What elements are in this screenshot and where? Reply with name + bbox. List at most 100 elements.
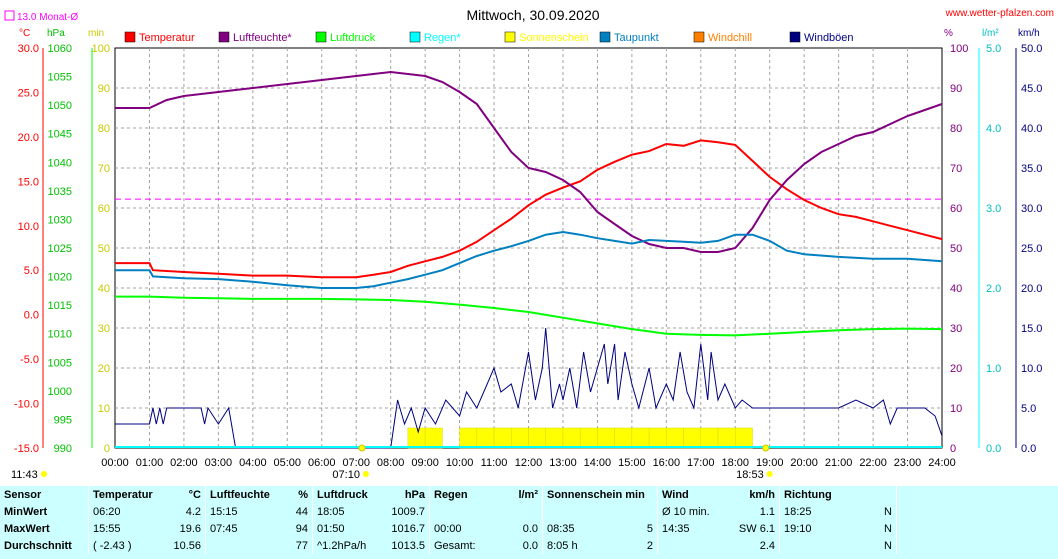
site-link[interactable]: www.wetter-pfalzen.com [945,8,1054,19]
statistics-table: Sensor Temperatur °C Luftfeuchte % Luftd… [0,486,1035,554]
sunshine-bar [528,427,546,449]
sunshine-bar [683,427,702,449]
sunshine-bar [700,427,719,449]
stats-dir-value: N [884,539,892,552]
sunshine-bar [424,427,443,449]
humidity-tick-label: 20 [950,363,962,375]
stats-temp-value: 4.2 [185,505,201,518]
rain-tick-label: 0.0 [986,443,1001,455]
stats-dir-time: 19:10 [779,520,848,537]
sunshine-bar [614,427,633,449]
stats-temp-value: 10.56 [173,539,201,552]
legend-swatch [504,31,516,43]
rain-tick-label: 1.0 [986,363,1001,375]
stats-hum-time [205,537,274,554]
rain-tick-label: 2.0 [986,283,1001,295]
temp-tick-label: -15.0 [14,443,39,455]
weather-chart: Mittwoch, 30.09.2020 www.wetter-pfalzen.… [4,7,1054,481]
legend: Temperatur Luftfeuchte* Luftdruck Regen* Son… [124,31,854,44]
sunshine-bar [648,427,667,449]
stats-label: MinWert [4,505,48,518]
legend-label: Sonnenschein [519,32,589,44]
sunshine-bar [717,427,736,449]
stats-sun-time [542,503,627,520]
stats-h-rain-unit: l/m² [518,488,538,501]
x-tick-label: 07:00 [342,457,370,469]
stats-temp-time: ( -2.43 ) [88,537,157,554]
sunset-icon [766,471,773,477]
unit-wind: km/h [1018,28,1040,39]
stats-press-time: ^1.2hPa/h [312,537,381,554]
stats-sun-value: 2 [646,539,653,552]
unit-sun-min: min [88,28,104,39]
sun-tick-label: 10 [98,403,110,415]
stats-dir-time: 18:25 [779,503,848,520]
pressure-tick-label: 995 [54,414,72,426]
stats-sun-value [626,503,657,520]
pressure-tick-label: 1000 [48,386,72,398]
wind-tick-label: 30.0 [1021,203,1042,215]
stats-hum-value: 77 [295,539,308,552]
x-tick-label: 19:00 [756,457,784,469]
pressure-tick-label: 1035 [48,186,72,198]
stats-temp-time: 06:20 [88,503,157,520]
legend-swatch [789,31,801,43]
stats-press-value: 1016.7 [391,522,425,535]
pressure-tick-label: 1055 [48,72,72,84]
sun-tick-label: 90 [98,83,110,95]
stats-hum-value: 94 [295,522,308,535]
temp-tick-label: 15.0 [18,176,39,188]
stats-temp-time: 15:55 [88,520,157,537]
stats-h-empty [896,486,1035,503]
stats-rain-time [429,503,494,520]
wind-tick-label: 20.0 [1021,283,1042,295]
sun-tick-label: 0 [104,443,110,455]
sunshine-bar [493,427,512,449]
stats-wind-time: Ø 10 min. [657,503,726,520]
stats-header-row: Sensor Temperatur °C Luftfeuchte % Luftd… [0,486,1035,503]
x-tick-label: 09:00 [411,457,439,469]
stats-wind-time: 14:35 [657,520,726,537]
stats-sun-time: 8:05 h [542,537,627,554]
rain-tick-label: 3.0 [986,203,1001,215]
sunset-marker [762,444,770,452]
pressure-tick-label: 1020 [48,272,72,284]
x-tick-label: 20:00 [790,457,818,469]
temp-tick-label: 25.0 [18,87,39,99]
legend-label: Luftdruck [330,32,376,44]
pressure-tick-label: 1005 [48,357,72,369]
stats-row-avg: Durchschnitt ( -2.43 ) 10.56 77 ^1.2hPa/… [0,537,1035,554]
sunshine-bar [735,427,753,449]
rain-tick-label: 5.0 [986,43,1001,55]
legend-label: Luftfeuchte* [233,32,292,44]
stats-dir-time [779,537,848,554]
stats-h-sensor: Sensor [4,488,42,501]
pressure-tick-label: 1045 [48,129,72,141]
stats-h-press: Luftdruck [312,486,381,503]
sun-tick-label: 30 [98,323,110,335]
sun-tick-label: 70 [98,163,110,175]
pressure-tick-label: 990 [54,443,72,455]
humidity-tick-label: 100 [950,43,968,55]
stats-empty [896,537,1035,554]
stats-wind-value: 1.1 [759,505,775,518]
sunshine-bar [511,427,529,449]
sunshine-bar [631,427,650,449]
stats-row-min: MinWert 06:20 4.2 15:15 44 18:05 1009.7 … [0,503,1035,520]
daylight-label: 11:43 [11,469,38,481]
wind-tick-label: 50.0 [1021,43,1042,55]
humidity-tick-label: 30 [950,323,962,335]
stats-sun-value: 5 [646,522,653,535]
sunshine-bar [459,427,478,449]
sun-tick-label: 100 [92,43,110,55]
x-tick-label: 16:00 [653,457,681,469]
legend-swatch [599,31,611,43]
sunrise-marker [358,444,366,452]
sunshine-bar [666,427,684,449]
legend-swatch [218,31,230,43]
sunrise-icon [362,471,369,477]
legend-swatch [315,31,327,43]
x-tick-label: 23:00 [894,457,922,469]
stats-press-time: 18:05 [312,503,381,520]
stats-empty [896,520,1035,537]
